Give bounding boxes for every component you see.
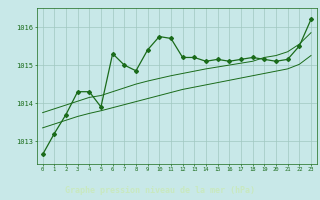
Text: Graphe pression niveau de la mer (hPa): Graphe pression niveau de la mer (hPa) <box>65 186 255 195</box>
